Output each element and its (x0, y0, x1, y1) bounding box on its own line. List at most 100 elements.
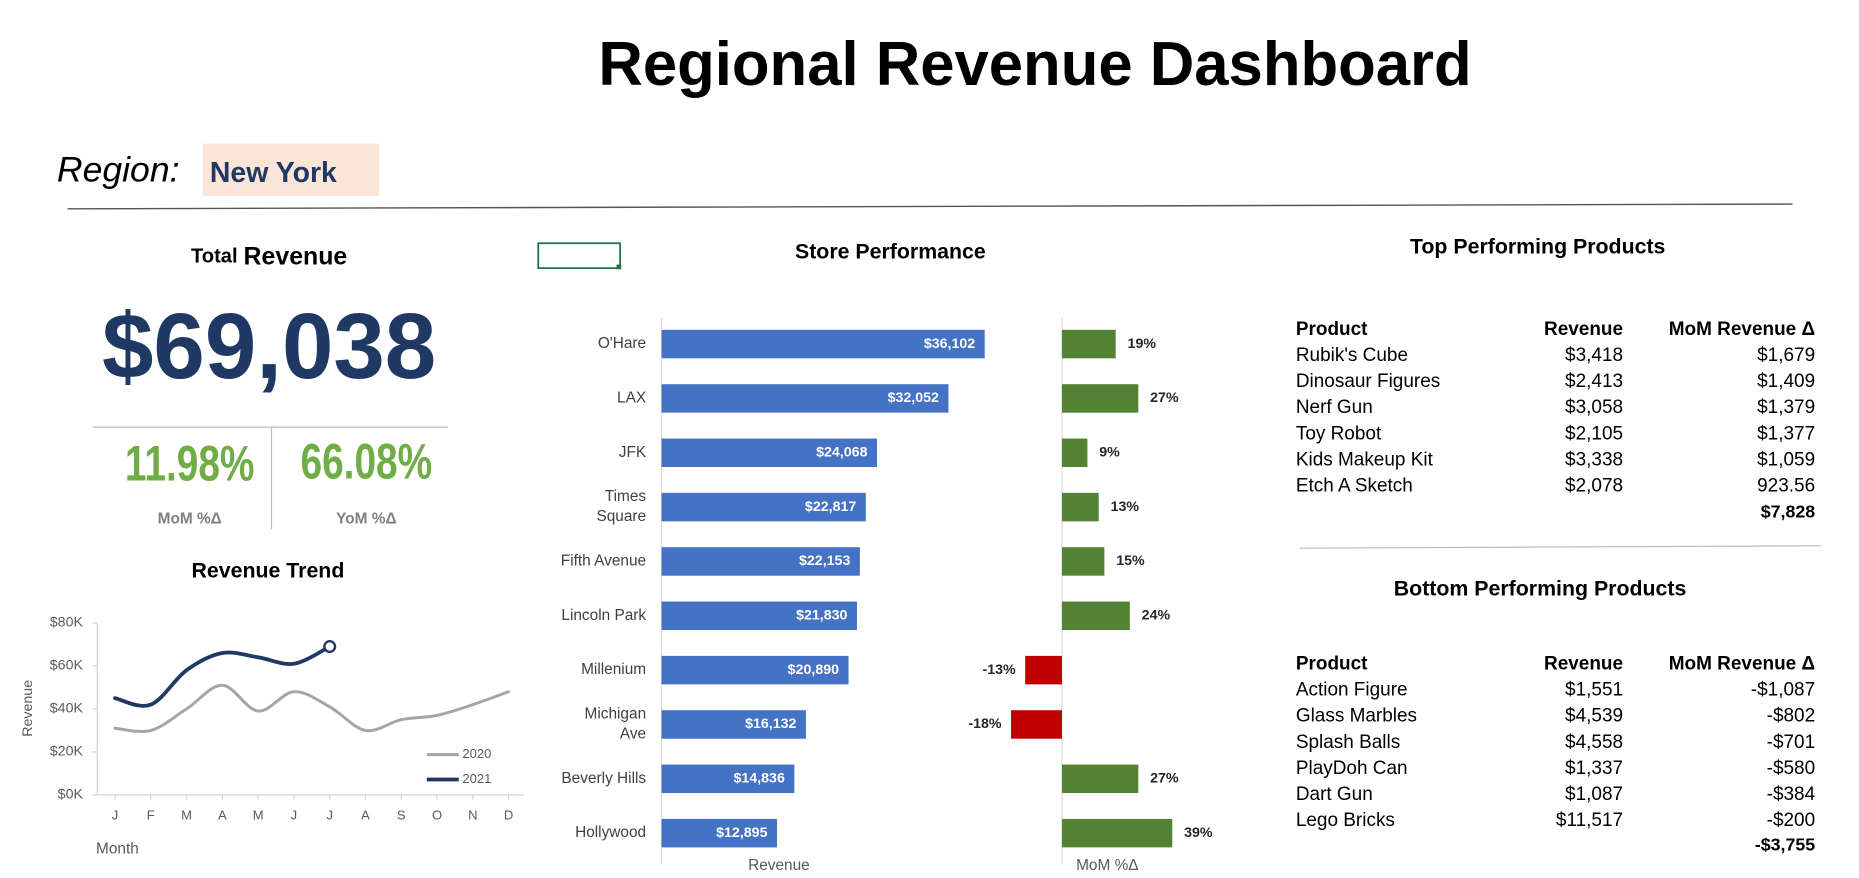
y-axis-label: Revenue (20, 680, 36, 737)
bar (661, 655, 849, 685)
x-tick-label: D (504, 808, 513, 823)
column-header: MoM Revenue Δ (1669, 319, 1815, 340)
x-tick-label: O (432, 808, 442, 823)
x-tick-label: J (326, 808, 333, 823)
bar (1061, 764, 1139, 794)
table-cell: -$1,087 (1751, 680, 1815, 701)
table-cell: Dinosaur Figures (1296, 371, 1440, 392)
table-cell: $1,377 (1757, 423, 1815, 444)
x-axis-label: Month (96, 841, 139, 858)
table-cell: $4,539 (1565, 706, 1623, 727)
bar (661, 710, 806, 739)
bar (1025, 655, 1062, 685)
table-cell: $3,058 (1565, 397, 1623, 418)
x-tick-label: N (468, 808, 477, 823)
bar (661, 547, 860, 576)
table-cell: -$701 (1767, 732, 1815, 753)
value-label: $22,153 (799, 553, 850, 569)
table-cell: $3,338 (1565, 449, 1623, 470)
table-cell: -$384 (1767, 784, 1815, 805)
table-cell: $1,409 (1757, 371, 1815, 392)
table-cell: $1,337 (1565, 758, 1623, 779)
x-tick-label: A (218, 808, 227, 823)
bar (1061, 384, 1139, 413)
value-label: 39% (1184, 825, 1213, 841)
table-cell: Nerf Gun (1296, 397, 1373, 418)
table-total: -$3,755 (1755, 835, 1815, 855)
cell-handle[interactable] (616, 264, 622, 270)
table-cell: $1,679 (1757, 345, 1815, 366)
value-label: $20,890 (788, 662, 839, 678)
table-cell: Kids Makeup Kit (1296, 449, 1434, 470)
table-cell: Toy Robot (1296, 423, 1382, 444)
table-cell: $1,379 (1757, 397, 1815, 418)
value-label: -13% (983, 662, 1017, 678)
table-cell: $3,418 (1565, 345, 1623, 366)
bar (661, 818, 777, 848)
category-label: Times Square (596, 488, 646, 525)
table-cell: $1,059 (1757, 449, 1815, 470)
table-cell: $2,105 (1565, 423, 1623, 444)
table-cell: Glass Marbles (1296, 706, 1417, 727)
column-header: Product (1296, 653, 1368, 674)
kpi-yoy: 66.08% (301, 435, 433, 490)
x-tick-label: M (181, 808, 192, 823)
kpi-yoy-label: YoM %Δ (336, 511, 396, 528)
table-cell: -$200 (1767, 810, 1815, 831)
y-tick-label: $60K (50, 658, 84, 674)
chart-title: Revenue Trend (192, 559, 345, 583)
table-cell: $11,517 (1556, 810, 1623, 831)
table-divider (1299, 545, 1822, 549)
value-label: 9% (1099, 445, 1120, 461)
region-cell[interactable] (202, 143, 380, 196)
category-label: Hollywood (575, 824, 646, 841)
value-label: $24,068 (816, 445, 867, 461)
legend-label: 2020 (462, 746, 491, 761)
table-title: Top Performing Products (1410, 235, 1665, 259)
region-value[interactable]: New York (210, 157, 337, 189)
y-tick-label: $20K (50, 744, 84, 760)
x-tick-label: J (112, 808, 119, 823)
bar (1061, 818, 1173, 848)
kpi-mom-label: MoM %Δ (158, 511, 222, 528)
table-cell: Dart Gun (1296, 784, 1373, 805)
x-tick-label: F (147, 808, 155, 823)
category-label: Millenium (581, 661, 646, 678)
table-cell: -$802 (1767, 706, 1815, 727)
table-cell: $2,413 (1565, 371, 1623, 392)
value-label: 27% (1150, 771, 1179, 787)
table-cell: $4,558 (1565, 732, 1623, 753)
bar (1061, 492, 1099, 522)
x-tick-label: A (361, 808, 370, 823)
table-title: Bottom Performing Products (1394, 576, 1687, 600)
value-label: $12,895 (716, 825, 767, 841)
line-series (113, 683, 511, 733)
table-total: $7,828 (1761, 501, 1815, 521)
value-label: $32,052 (888, 390, 939, 406)
category-label: Lincoln Park (561, 607, 646, 624)
legend-label: 2021 (462, 771, 491, 786)
table-cell: PlayDoh Can (1296, 758, 1408, 779)
column-header: Revenue (1544, 653, 1623, 674)
y-tick-label: $40K (50, 701, 84, 717)
table-cell: Splash Balls (1296, 732, 1400, 753)
column-header: Revenue (1544, 319, 1623, 340)
table-cell: $1,087 (1565, 784, 1623, 805)
header-divider (67, 203, 1793, 210)
value-label: $14,836 (733, 771, 784, 787)
region-label: Region: (57, 149, 180, 189)
kpi-title-large: Revenue (244, 242, 348, 270)
bar (1061, 601, 1130, 631)
dashboard-title: Regional Revenue Dashboard (598, 30, 1471, 99)
x-tick-label: J (291, 808, 298, 823)
value-label: $21,830 (796, 608, 847, 624)
y-tick-label: $0K (58, 787, 84, 803)
bar (1061, 547, 1105, 576)
last-point-marker (323, 640, 337, 654)
selected-cell[interactable] (537, 242, 621, 270)
table-cell: Action Figure (1296, 680, 1408, 701)
chart-title: Store Performance (795, 239, 986, 263)
value-label: 15% (1116, 553, 1145, 569)
table-cell: -$580 (1767, 758, 1815, 779)
